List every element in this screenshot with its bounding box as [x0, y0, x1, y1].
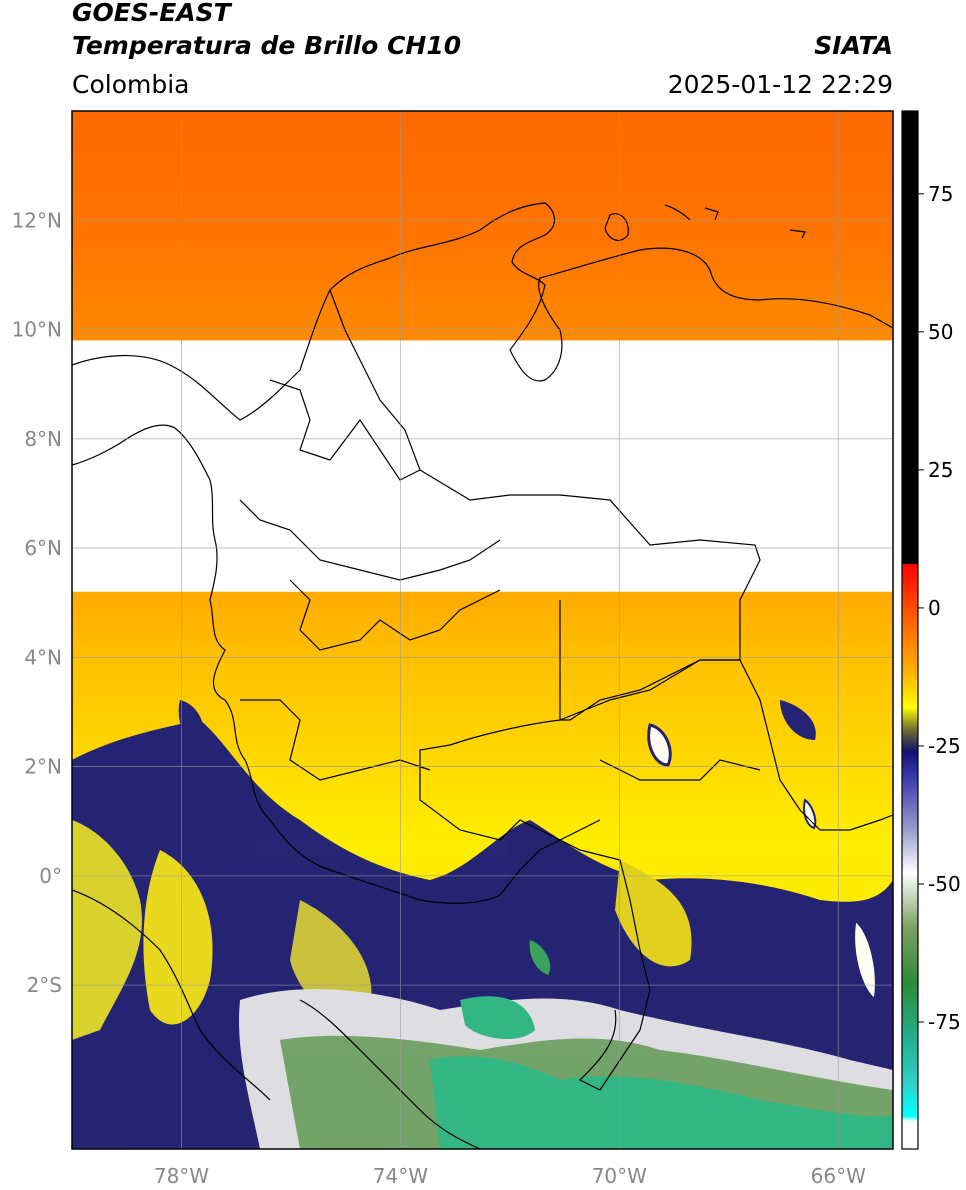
dept-borders-north	[269, 379, 421, 481]
cloud-olive-pocket	[290, 900, 372, 1017]
timestamp-label: 2025-01-12 22:29	[667, 70, 893, 99]
ecuador-peru-border	[72, 889, 271, 1101]
colorbar-fill	[902, 111, 918, 1149]
pacific-coastline	[72, 424, 331, 871]
cloud-teal-region	[430, 1056, 893, 1149]
map-gridlines	[72, 111, 893, 1149]
colorbar-ticks: 75 50 25 0 -25 -50 -75	[918, 182, 961, 1034]
latitude-tick-labels: 12°N 10°N 8°N 6°N 4°N 2°N 0° 2°S	[12, 208, 62, 997]
cloud-field	[72, 700, 893, 1149]
peru-brazil-border	[299, 999, 481, 1149]
colombia-brazil-border	[419, 719, 651, 1091]
venezuela-brazil-border	[559, 659, 893, 831]
amazon-borders	[599, 759, 761, 781]
lat-tick-label: 8°N	[24, 427, 62, 451]
satellite-imagery	[72, 111, 893, 1149]
map-frame	[71, 110, 894, 1150]
lat-tick-label: 12°N	[12, 208, 62, 232]
cloud-cell-1	[647, 723, 672, 767]
colorbar-tick-label: -25	[928, 734, 961, 758]
cloud-green-patch	[529, 940, 551, 975]
north-data-band	[72, 111, 893, 341]
colorbar-tick-label: -50	[928, 872, 961, 896]
lat-tick-label: 0°	[39, 864, 62, 888]
coastlines-and-borders	[72, 202, 893, 1149]
lon-tick-label: 74°W	[373, 1164, 428, 1188]
dept-borders-andes	[289, 579, 501, 651]
brand-label: SIATA	[814, 31, 893, 60]
colorbar-tick-label: 50	[928, 320, 953, 344]
dept-borders-central	[239, 499, 501, 581]
cloud-yellow-pocket-2	[143, 850, 213, 1025]
colorbar-tick-label: 75	[928, 182, 953, 206]
colorbar-tick-label: -75	[928, 1010, 961, 1034]
lon-tick-label: 78°W	[154, 1164, 209, 1188]
islands-east	[789, 229, 806, 239]
dept-borders-south	[240, 699, 431, 781]
cloud-cell-3	[852, 917, 878, 1003]
cloud-cell-2	[803, 798, 817, 830]
lat-tick-label: 2°S	[27, 973, 62, 997]
curacao-island	[664, 204, 691, 221]
longitude-tick-labels: 78°W 74°W 70°W 66°W	[154, 1164, 866, 1188]
product-title: Temperatura de Brillo CH10	[72, 31, 462, 60]
bonaire-island	[704, 207, 719, 221]
cloud-cell-4	[178, 700, 204, 750]
caribbean-coastline	[72, 202, 893, 421]
cloud-teal-patch	[460, 996, 535, 1040]
colombia-ecuador-peru-border	[329, 819, 601, 904]
colorbar-tick-label: 0	[928, 596, 941, 620]
cloud-yellow-pocket-3	[615, 860, 692, 967]
region-label: Colombia	[72, 70, 190, 99]
lat-tick-label: 4°N	[24, 645, 62, 669]
colorbar-tick-label: 25	[928, 458, 953, 482]
lat-tick-label: 6°N	[24, 536, 62, 560]
missing-data-band	[72, 340, 893, 592]
lat-tick-label: 2°N	[24, 755, 62, 779]
colombia-venezuela-border	[329, 289, 761, 721]
colorbar-frame	[901, 110, 919, 1150]
colorbar: 75 50 25 0 -25 -50 -75	[901, 110, 961, 1150]
lon-tick-label: 66°W	[811, 1164, 866, 1188]
lon-tick-label: 70°W	[592, 1164, 647, 1188]
satellite-title: GOES-EAST	[72, 0, 231, 27]
cloud-cell-5	[780, 700, 816, 740]
lat-tick-label: 10°N	[12, 318, 62, 342]
